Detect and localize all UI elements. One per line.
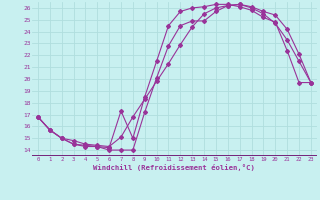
- X-axis label: Windchill (Refroidissement éolien,°C): Windchill (Refroidissement éolien,°C): [93, 164, 255, 171]
